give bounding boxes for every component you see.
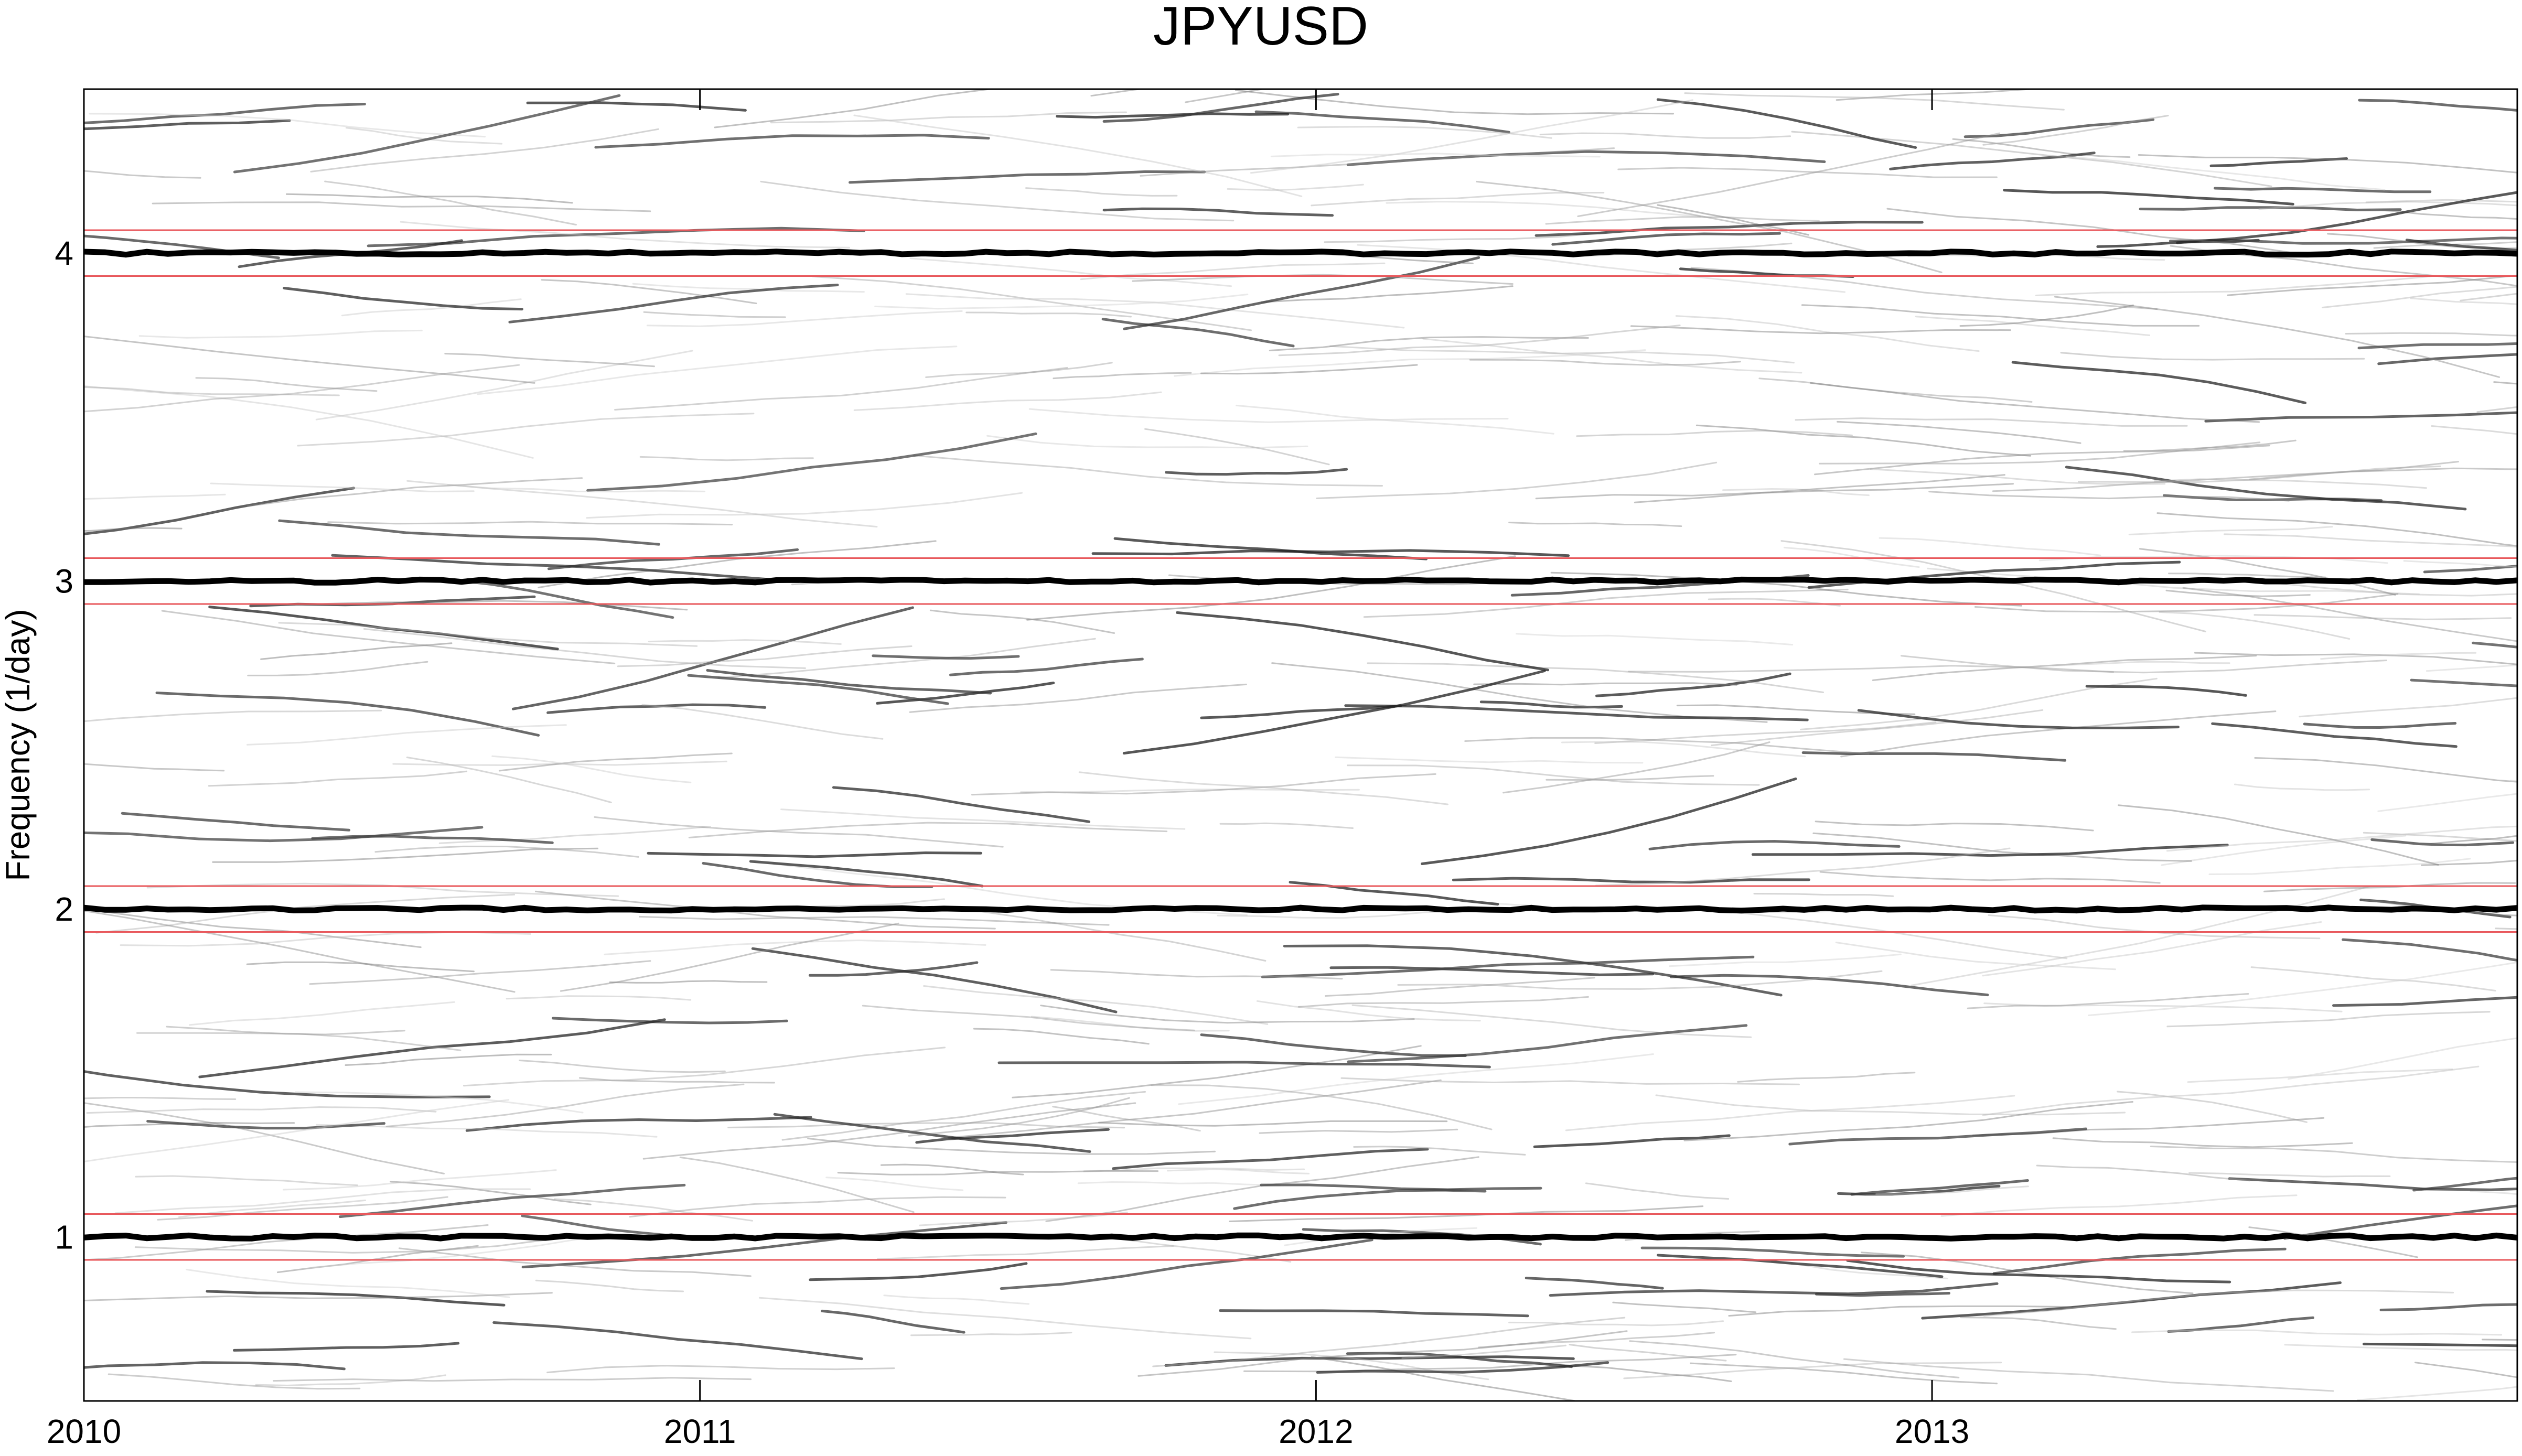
harmonic-ridge-2 (84, 908, 2517, 911)
x-tick-label: 2010 (47, 1412, 121, 1450)
x-tick-label: 2012 (1279, 1412, 1353, 1450)
y-tick-label: 1 (55, 1218, 73, 1256)
x-tick-label: 2013 (1895, 1412, 1969, 1450)
harmonic-ridge-1 (84, 1235, 2517, 1238)
chart-title: JPYUSD (1153, 0, 1368, 57)
harmonic-ridge-3 (84, 579, 2517, 583)
harmonic-ridge-4 (84, 252, 2517, 255)
y-axis-label: Frequency (1/day) (0, 609, 37, 881)
y-tick-label: 4 (55, 234, 73, 272)
x-tick-label: 2011 (664, 1412, 736, 1450)
y-tick-label: 2 (55, 890, 73, 928)
y-tick-label: 3 (55, 562, 73, 600)
